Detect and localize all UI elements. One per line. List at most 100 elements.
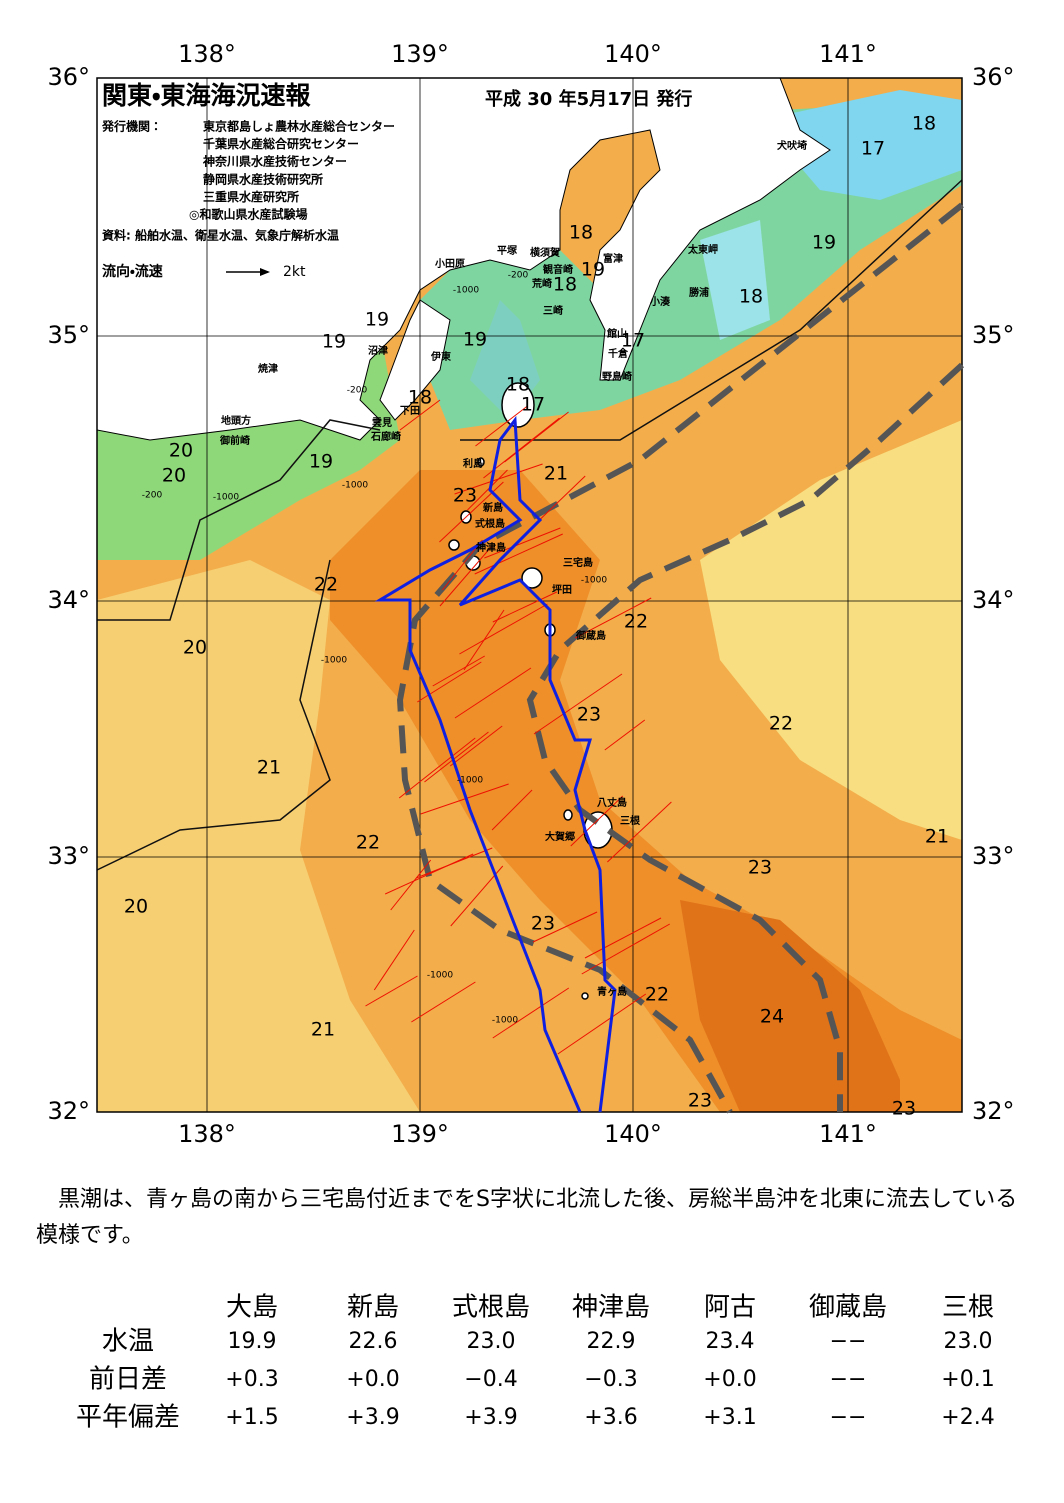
depth-label: -1000 [321,656,347,666]
cell: +3.9 [346,1405,399,1430]
island [501,382,535,428]
place-name: 八丈島 [597,796,627,809]
isotherm-label: 24 [760,1006,784,1028]
row-label: 平年偏差 [76,1403,180,1433]
isotherm-label: 18 [739,286,763,308]
cell: 22.6 [349,1329,398,1354]
island [477,457,485,467]
cell: −0.3 [584,1367,637,1392]
place-name: 焼津 [258,362,278,375]
depth-label: -1000 [457,776,483,786]
column-header: 三根 [942,1293,994,1323]
isotherm-label: 17 [861,138,885,160]
lat-label: 32° [47,1097,90,1125]
lon-label: 140° [604,1120,662,1148]
place-name: 伊東 [430,350,451,363]
current-vector [420,783,509,815]
cell: +0.0 [346,1367,399,1392]
cell: −− [830,1367,867,1392]
current-vector [398,737,476,799]
current-vector [399,399,441,431]
isotherm-label: 22 [314,574,338,596]
isotherm-label: 20 [169,440,193,462]
place-name: 千倉 [608,347,629,360]
current-vector [607,801,672,863]
depth-label: -1000 [492,1016,518,1026]
isotherm-label: 19 [581,259,605,281]
current-vector [390,859,432,911]
depth-label: -1000 [453,286,479,296]
lon-label: 141° [819,1120,877,1148]
lat-label: 35° [972,321,1015,349]
isotherm-label: 23 [688,1090,712,1112]
lat-label: 33° [47,842,90,870]
place-name: 平塚 [497,244,518,257]
current-vector [463,609,505,671]
issuer: 神奈川県水産技術センター [202,154,347,169]
isotherm-label: 18 [569,222,593,244]
ship-track [374,415,617,1113]
isotherm-label: 21 [925,826,949,848]
place-name: 野島崎 [602,370,632,383]
place-name: 館山 [606,327,627,340]
place-name: 下田 [400,405,420,417]
place-name: 石廊崎 [370,430,401,443]
column-header: 神津島 [572,1293,650,1323]
isotherm-label: 19 [812,232,836,254]
depth-label: -1000 [581,576,607,586]
place-name: 坪田 [552,583,572,596]
lon-label: 139° [391,1120,449,1148]
place-name: 勝浦 [689,286,709,299]
current-vector [467,469,508,511]
cell: +0.3 [225,1367,278,1392]
column-header: 御蔵島 [809,1293,887,1323]
place-name: 地頭方 [221,414,251,427]
hot-water [680,900,900,1112]
kuroshio-axis [526,362,965,1112]
place-name: 三根 [620,814,641,827]
current-vector [449,725,503,767]
isotherm-label: 17 [621,330,645,352]
current-vector [474,533,563,575]
isotherm-label: 22 [645,984,669,1006]
depth-label: -1000 [427,971,453,981]
lat-label: 33° [972,842,1015,870]
cell: −0.4 [464,1367,517,1392]
cell: 23.0 [467,1329,516,1354]
land [96,77,831,441]
cell: +1.5 [225,1405,278,1430]
place-name: 青ヶ島 [597,985,627,998]
place-name: 横須賀 [530,246,560,259]
current-vector [454,667,532,719]
current-vector [574,597,652,639]
current-vector [581,923,670,975]
cold-water [760,90,962,200]
current-vector [475,405,528,447]
lat-label: 34° [972,586,1015,614]
issuer: 東京都島しょ農林水産総合センター [203,119,395,134]
isotherm-label: 21 [544,463,568,485]
lon-label: 138° [178,1120,236,1148]
current-vector [504,411,569,463]
cell: +0.1 [941,1367,994,1392]
isotherm-label: 18 [408,387,432,409]
place-name: 利島 [463,457,483,470]
isotherm-label: 20 [183,637,207,659]
island [563,809,573,821]
isotherm-label: 22 [356,832,380,854]
kuroshio-axis [396,202,964,1114]
depth-label: -1000 [342,481,368,491]
isotherm-label: 18 [553,274,577,296]
issuer: 三重県水産研究所 [203,189,299,204]
place-name: 三宅島 [563,556,593,569]
current-vector [373,929,415,991]
place-name: 沼津 [368,344,388,357]
isotherm-label: 19 [365,309,389,331]
place-name: 御前崎 [219,434,250,447]
cell: +3.6 [584,1405,637,1430]
isotherm-label: 19 [463,329,487,351]
place-name: 小田原 [434,257,465,270]
cell: +3.9 [464,1405,517,1430]
isotherm [97,419,381,621]
